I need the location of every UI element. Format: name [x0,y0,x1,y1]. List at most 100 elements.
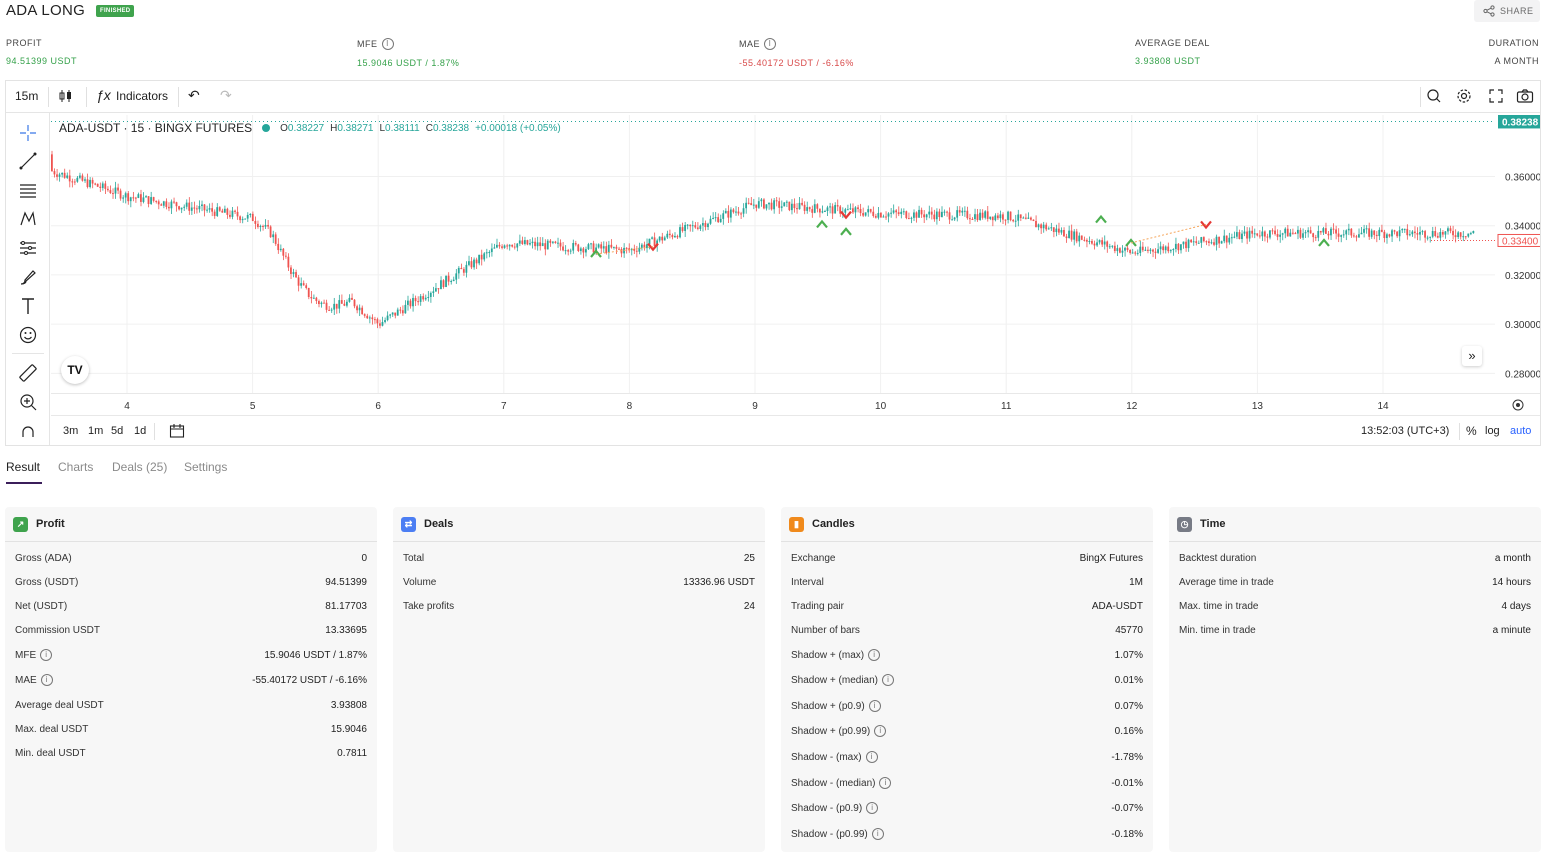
candle-body [1462,236,1465,238]
buy-marker[interactable] [1125,238,1137,247]
status-badge: FINISHED [96,5,135,17]
candle-body [526,240,529,245]
row-label: Exchange [791,552,836,564]
candle-body [1403,228,1406,230]
clock-readout[interactable]: 13:52:03 (UTC+3) [1361,425,1450,437]
buy-marker[interactable] [840,227,852,236]
percent-scale-toggle[interactable]: % [1466,424,1477,438]
text-tool-icon[interactable] [18,296,38,316]
tab-charts[interactable]: Charts [58,460,94,474]
candle-body [958,210,961,213]
info-icon[interactable]: i [882,674,894,686]
undo-icon[interactable]: ↶ [188,87,200,103]
scroll-to-realtime-icon[interactable]: » [1462,346,1482,366]
candle-body [915,212,918,218]
sell-marker[interactable] [840,210,852,220]
indicators-button[interactable]: Indicators [116,89,169,103]
emoji-icon[interactable] [18,325,38,345]
info-icon[interactable]: i [868,649,881,661]
info-icon[interactable]: i [40,649,53,661]
info-icon[interactable]: i [868,700,881,712]
candle-body [1050,227,1053,229]
quick-search-icon[interactable] [1426,88,1442,107]
ruler-icon[interactable] [18,363,38,383]
tab-settings[interactable]: Settings [184,460,228,474]
buy-marker[interactable] [816,219,828,229]
tab-result[interactable]: Result [6,460,41,474]
fullscreen-icon[interactable] [1488,88,1504,107]
candle-body [460,267,463,270]
candle-body [979,212,981,220]
candle-body [218,207,221,211]
row-value: 4 days [1501,600,1531,612]
candle-body [396,309,399,316]
trend-line-icon[interactable] [18,151,38,171]
candle-body [1307,230,1309,233]
redo-icon[interactable]: ↷ [220,87,232,103]
share-button[interactable]: SHARE [1474,0,1540,22]
axis-settings-icon[interactable] [1511,398,1525,412]
sell-marker[interactable] [1200,220,1212,230]
candle-body [933,214,936,220]
tab-deals[interactable]: Deals (25) [112,460,168,474]
range-1m[interactable]: 1m [88,425,104,437]
candle-body [1088,240,1091,242]
candle-body [1342,234,1345,236]
range-1d[interactable]: 1d [134,425,147,437]
candle-body [1317,230,1320,238]
sell-marker[interactable] [647,242,659,252]
info-icon[interactable]: i [381,38,394,50]
indicators-icon[interactable]: ƒx [96,87,111,103]
row-value: 0.16% [1114,725,1143,737]
candle-body [572,243,575,251]
buy-marker[interactable] [1318,238,1330,247]
info-icon[interactable]: i [871,828,884,840]
card-time: ◷ Time Backtest duration a month Average ti… [1169,507,1541,852]
crosshair-icon[interactable] [18,123,38,143]
range-3m[interactable]: 3m [63,425,79,437]
candle-body [882,216,885,218]
brush-icon[interactable] [18,267,38,287]
info-icon[interactable]: i [879,777,892,789]
table-row: MFE i 15.9046 USDT / 1.87% [15,648,367,662]
candle-body [714,217,717,219]
price-axis[interactable]: 0.36000 0.34000 0.32000 0.30000 0.28000 0.382… [1495,114,1542,393]
candle-body [872,211,875,216]
info-icon[interactable]: i [866,802,879,814]
date-range-icon[interactable] [169,423,185,442]
active-tab-indicator [6,482,42,484]
time-axis[interactable]: 4 5 6 7 8 9 10 11 12 13 14 [51,393,1540,415]
interval-selector[interactable]: 15m [15,89,39,103]
info-icon[interactable]: i [874,725,887,737]
camera-icon[interactable] [1516,88,1534,107]
candle-body [1444,231,1447,235]
candle-body [1042,224,1045,229]
magnet-icon[interactable] [18,423,38,437]
pattern-icon[interactable] [18,209,38,229]
candle-body [340,300,343,304]
candle-body [353,299,356,307]
prediction-icon[interactable] [18,238,38,258]
candle-type-icon[interactable] [58,88,74,107]
candle-body [1388,234,1391,237]
info-icon[interactable]: i [764,38,777,50]
range-5d[interactable]: 5d [111,425,124,437]
auto-scale-toggle[interactable]: auto [1510,425,1532,437]
candle-body [1421,231,1424,233]
fib-retracement-icon[interactable] [18,180,38,200]
stat-duration-value: A MONTH [1494,56,1539,66]
info-icon[interactable]: i [865,751,878,763]
candle-body [742,208,745,214]
candle-body [1396,231,1398,237]
tradingview-logo-icon[interactable]: TV [61,356,89,384]
price-plot[interactable]: ADA-USDT · 15 · BINGX FUTURES O 0.38227 H… [51,115,1495,393]
zoom-in-icon[interactable] [18,392,38,412]
buy-marker[interactable] [590,249,602,258]
buy-marker[interactable] [1095,214,1107,224]
table-row: Exchange BingX Futures [791,551,1143,565]
candle-body [780,206,783,208]
info-icon[interactable]: i [40,674,53,686]
settings-gear-icon[interactable] [1456,88,1472,107]
log-scale-toggle[interactable]: log [1485,425,1500,437]
table-row: Net (USDT) 81.17703 [15,599,367,613]
